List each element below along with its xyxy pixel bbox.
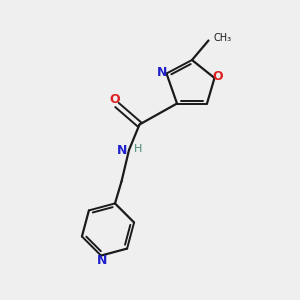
Text: N: N [96,254,107,268]
Text: N: N [157,65,167,79]
Text: H: H [134,144,142,154]
Text: N: N [117,143,128,157]
Text: O: O [213,70,224,83]
Text: O: O [109,93,120,106]
Text: CH₃: CH₃ [214,33,232,43]
